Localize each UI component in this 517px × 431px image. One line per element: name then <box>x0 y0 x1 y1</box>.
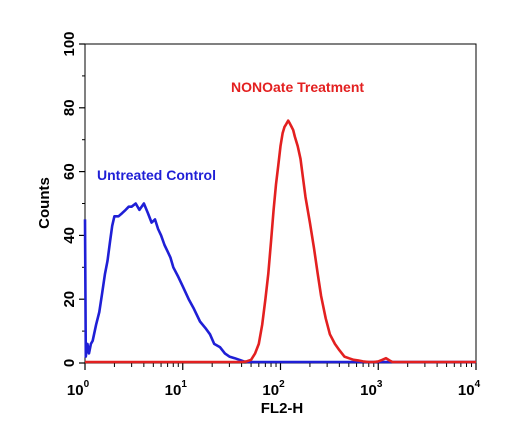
annotation-nonoate-treatment: NONOate Treatment <box>231 79 364 95</box>
x-tick-label: 100 <box>67 379 90 399</box>
y-tick-label: 20 <box>61 291 78 308</box>
y-tick-label: 80 <box>61 99 78 116</box>
annotation-untreated-control: Untreated Control <box>97 167 216 183</box>
y-tick-label: 40 <box>61 227 78 244</box>
x-axis-label: FL2-H <box>261 400 304 417</box>
y-axis: 0 20 40 60 80 100 <box>61 31 85 367</box>
series-layer <box>83 119 476 364</box>
x-axis: 100 101 102 103 104 <box>67 363 481 399</box>
x-tick-label: 103 <box>360 379 383 399</box>
y-tick-label: 60 <box>61 163 78 180</box>
x-tick-label: 102 <box>262 379 285 399</box>
series-line-nonoate-treatment <box>85 119 476 364</box>
y-tick-label: 100 <box>61 31 78 56</box>
y-tick-label: 0 <box>61 359 78 367</box>
series-line-untreated-control <box>83 202 476 364</box>
x-tick-label: 101 <box>165 379 188 399</box>
y-axis-label: Counts <box>36 177 53 229</box>
x-tick-label: 104 <box>458 379 481 399</box>
